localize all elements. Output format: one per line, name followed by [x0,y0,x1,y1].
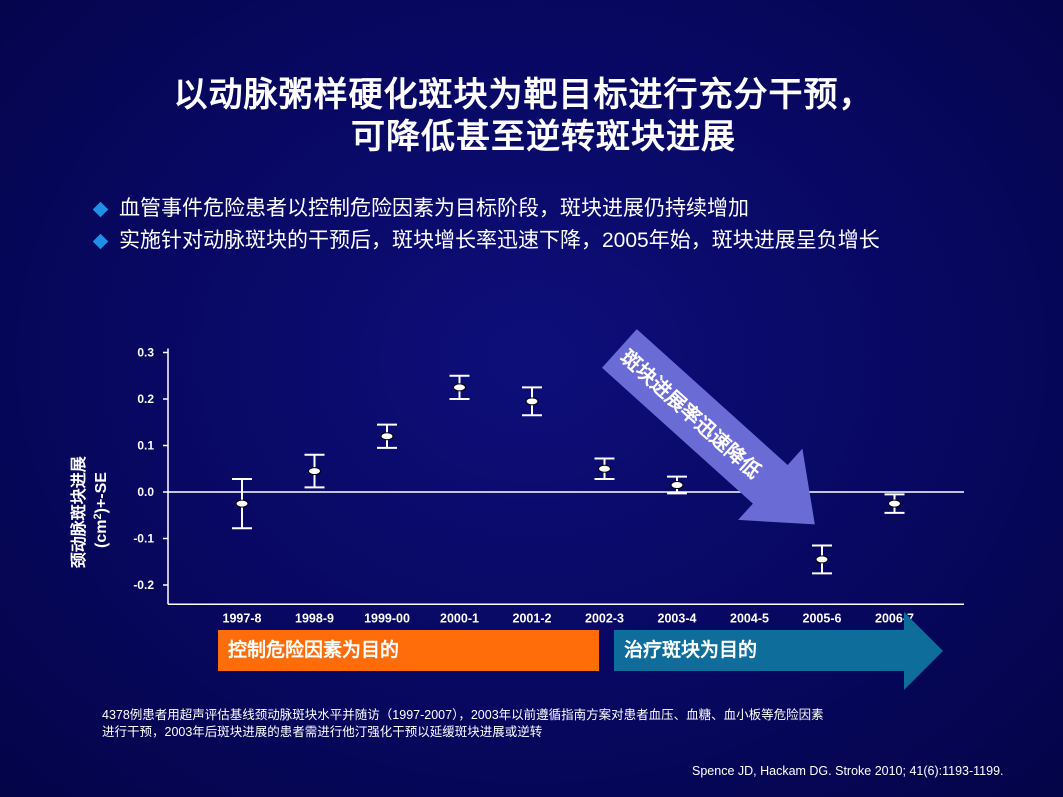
y-axis-label-line-1: 颈动脉斑块进展 [69,455,88,568]
y-axis-label: 颈动脉斑块进展 (cm2)+-SE [69,452,110,568]
phase-risk-control-bar: 控制危险因素为目的 [218,630,599,671]
x-tick-label: 2002-3 [585,611,624,625]
reference-citation: Spence JD, Hackam DG. Stroke 2010; 41(6)… [692,764,1004,778]
title-line-2: 可降低甚至逆转斑块进展 [351,118,736,156]
y-tick-label: 0.3 [137,346,154,360]
x-tick-label: 2000-1 [440,611,479,625]
x-tick-label: 1998-9 [295,611,334,625]
data-point [815,555,829,564]
study-note: 4378例患者用超声评估基线颈动脉斑块水平并随访（1997-2007），2003… [102,707,824,741]
y-axis-label-unit: (cm [93,520,110,548]
title-line-1: 以动脉粥样硬化斑块为靶目标进行充分干预， [173,76,874,114]
y-tick-label: 0.0 [137,485,154,499]
bullet-text: 实施针对动脉斑块的干预后，斑块增长率迅速下降，2005年始，斑块进展呈负增长 [119,229,880,252]
y-axis-label-superscript: 2 [92,513,104,519]
bullet-list: 血管事件危险患者以控制危险因素为目标阶段，斑块进展仍持续增加 实施针对动脉斑块的… [92,193,880,257]
bullet-item: 实施针对动脉斑块的干预后，斑块增长率迅速下降，2005年始，斑块进展呈负增长 [92,225,880,257]
data-point [235,499,249,508]
y-tick-label: 0.2 [137,392,154,406]
data-point [525,397,539,406]
x-tick-label: 2005-6 [803,611,842,625]
chart-axes: 0.3 0.2 0.1 0.0 -0.1 -0.2 1997-8 1998-9 1999-00 2… [133,346,964,625]
phase-arrow-head-icon [904,612,943,690]
data-point [888,499,901,508]
data-point [598,464,611,473]
decline-arrow: 斑块进展率迅速降低 [602,329,815,525]
y-axis-label-suffix: )+-SE [93,472,110,514]
decline-arrow-shape [602,329,815,525]
y-tick-label: -0.2 [133,578,154,592]
study-note-line-1: 4378例患者用超声评估基线颈动脉斑块水平并随访（1997-2007），2003… [102,708,824,722]
decline-arrow-label: 斑块进展率迅速降低 [616,345,766,483]
data-point [380,432,394,441]
y-axis-label-line-2: (cm2)+-SE [92,472,110,548]
x-tick-label: 2004-5 [730,611,769,625]
x-tick-label: 2003-4 [658,611,697,625]
data-point [670,481,684,490]
x-tick-label: 2001-2 [513,611,552,625]
study-note-line-2: 进行干预，2003年后斑块进展的患者需进行他汀强化干预以延缓斑块进展或逆转 [102,725,543,739]
data-point [308,467,321,476]
data-point [453,383,466,392]
phase-plaque-treatment-bar: 治疗斑块为目的 [614,630,904,671]
bullet-item: 血管事件危险患者以控制危险因素为目标阶段，斑块进展仍持续增加 [92,193,880,225]
y-tick-label: 0.1 [137,439,154,453]
x-tick-label: 1999-00 [364,611,410,625]
x-tick-label: 1997-8 [223,611,262,625]
bullet-text: 血管事件危险患者以控制危险因素为目标阶段，斑块进展仍持续增加 [119,197,749,220]
y-tick-label: -0.1 [133,532,154,546]
